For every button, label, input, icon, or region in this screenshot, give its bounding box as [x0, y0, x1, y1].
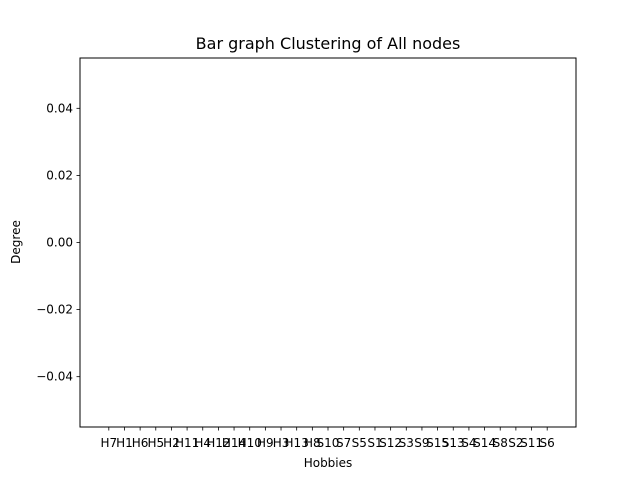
x-tick-label: H14 — [222, 436, 246, 450]
x-tick-label: S14 — [473, 436, 496, 450]
x-tick-label: S3 — [399, 436, 414, 450]
x-tick-label: S4 — [461, 436, 476, 450]
y-tick-label: 0.04 — [46, 101, 73, 115]
x-tick-label: S11 — [520, 436, 543, 450]
x-tick-label: H3 — [273, 436, 290, 450]
x-tick-label: S5 — [352, 436, 367, 450]
x-tick-label: S1 — [367, 436, 382, 450]
x-tick-label: S10 — [317, 436, 340, 450]
y-axis-label: Degree — [9, 220, 23, 264]
y-tick-label: −0.02 — [36, 303, 73, 317]
x-tick-label: S12 — [379, 436, 402, 450]
x-tick-label: S2 — [508, 436, 523, 450]
x-tick-label: H7 — [100, 436, 117, 450]
y-tick-label: 0.00 — [46, 236, 73, 250]
x-tick-label: H4 — [194, 436, 211, 450]
x-tick-label: S13 — [442, 436, 465, 450]
x-tick-label: S8 — [493, 436, 508, 450]
x-tick-label: S15 — [426, 436, 449, 450]
x-tick-label: S9 — [414, 436, 429, 450]
x-tick-label: H12 — [206, 436, 230, 450]
x-tick-label: H5 — [147, 436, 164, 450]
x-tick-label: H9 — [257, 436, 274, 450]
x-axis-label: Hobbies — [304, 456, 353, 470]
x-tick-label: H1 — [116, 436, 133, 450]
y-tick-label: −0.04 — [36, 370, 73, 384]
x-tick-label: H6 — [132, 436, 149, 450]
chart-title: Bar graph Clustering of All nodes — [196, 34, 461, 53]
x-tick-label: H13 — [285, 436, 309, 450]
x-tick-label: H8 — [304, 436, 321, 450]
x-tick-label: H10 — [238, 436, 262, 450]
x-tick-label: H2 — [163, 436, 180, 450]
x-tick-label: H11 — [175, 436, 199, 450]
x-tick-label: S7 — [336, 436, 351, 450]
y-axis-ticks: −0.04 −0.02 0.00 0.02 0.04 — [36, 101, 80, 384]
y-tick-label: 0.02 — [46, 168, 73, 182]
plot-area-frame — [79, 57, 577, 428]
x-tick-label: S6 — [540, 436, 555, 450]
